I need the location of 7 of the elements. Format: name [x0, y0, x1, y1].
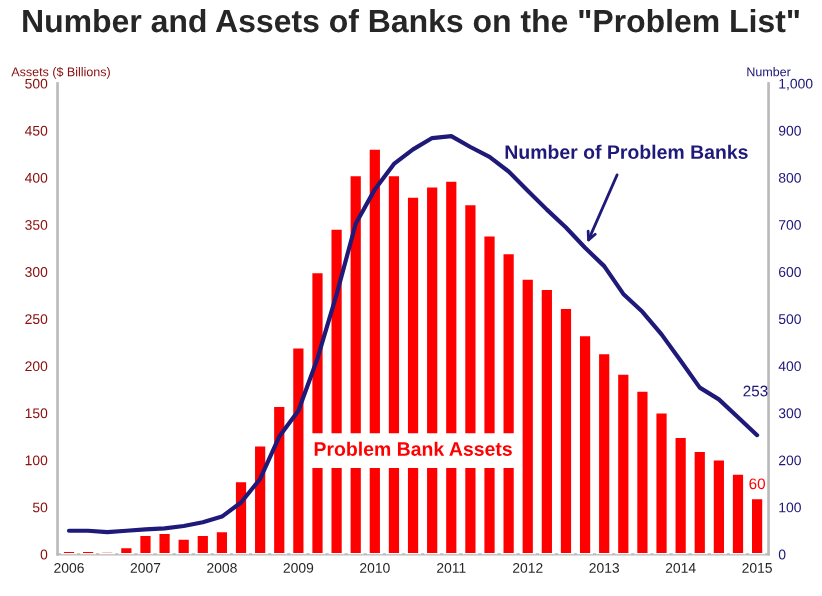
series-label: Number of Problem Banks	[505, 144, 748, 159]
series-label: Problem Bank Assets	[314, 441, 512, 456]
bar	[156, 531, 173, 555]
chart-title: Number and Assets of Banks on the "Problem List"	[23, 8, 799, 33]
bar	[137, 533, 154, 555]
bar	[634, 389, 651, 555]
bar	[653, 410, 670, 555]
